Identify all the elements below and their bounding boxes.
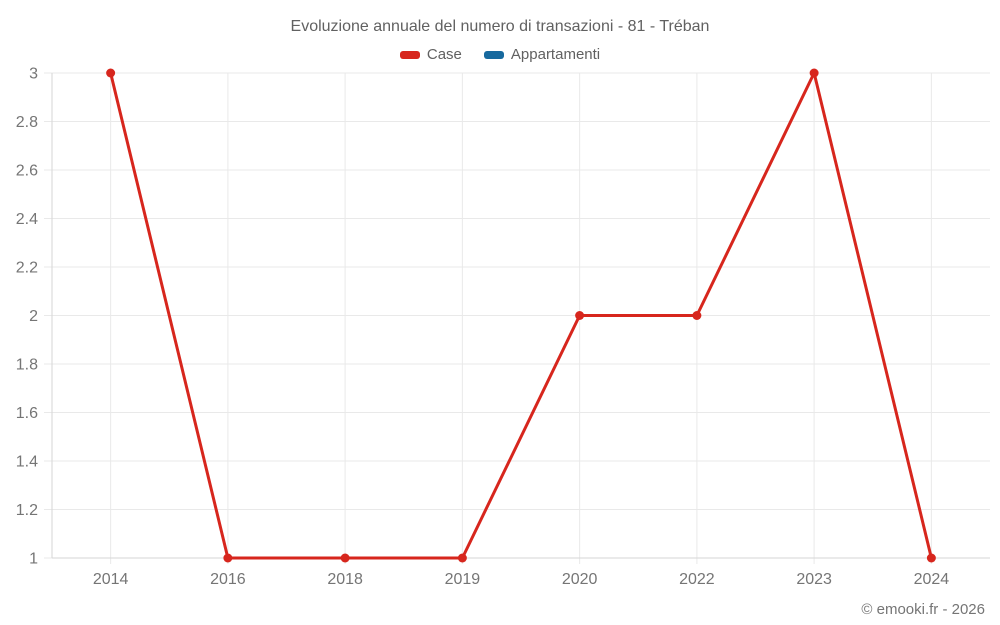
y-tick-label: 1 [29,551,38,568]
series-line-case [109,71,933,560]
data-point-case-2024[interactable] [926,553,936,563]
x-tick-label: 2019 [445,571,481,588]
chart-title: Evoluzione annuale del numero di transaz… [290,18,710,35]
legend-item-case[interactable]: Case [399,46,462,63]
x-tick-label: 2016 [210,571,246,588]
data-point-case-2014[interactable] [106,68,116,78]
y-tick-label: 1.4 [16,454,38,471]
data-point-case-2023[interactable] [809,68,819,78]
data-point-case-2018[interactable] [340,553,350,563]
legend-label-appartamenti: Appartamenti [510,46,601,63]
y-tick-label: 2.4 [16,211,38,228]
legend-item-appartamenti[interactable]: Appartamenti [483,46,601,63]
y-tick-label: 1.8 [16,357,38,374]
data-point-case-2022[interactable] [692,311,702,320]
data-point-case-2020[interactable] [575,311,585,320]
watermark: © emooki.fr - 2026 [861,601,985,618]
data-point-case-2016[interactable] [223,553,233,563]
y-tick-label: 1.2 [16,502,38,519]
x-tick-label: 2014 [93,571,129,588]
y-tick-label: 2.6 [16,163,38,180]
x-tick-label: 2023 [796,571,832,588]
x-tick-label: 2018 [327,571,363,588]
legend-swatch-appartamenti-icon [483,50,504,59]
x-tick-label: 2022 [679,571,715,588]
legend-swatch-case-icon [399,50,420,59]
y-tick-label: 2 [29,308,38,325]
y-tick-label: 3 [29,66,38,83]
chart-legend: Case Appartamenti [0,46,1000,63]
y-tick-label: 2.2 [16,260,38,277]
y-tick-label: 2.8 [16,114,38,131]
data-point-case-2019[interactable] [457,553,467,563]
y-tick-label: 1.6 [16,405,38,422]
legend-label-case: Case [426,46,462,63]
x-tick-label: 2020 [562,571,598,588]
x-tick-label: 2024 [914,571,950,588]
